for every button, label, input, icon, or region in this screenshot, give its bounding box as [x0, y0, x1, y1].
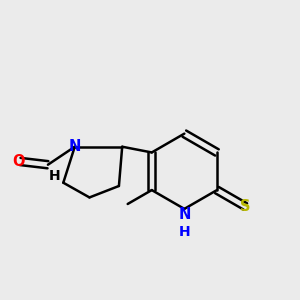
Text: N: N: [69, 139, 81, 154]
Text: N: N: [178, 207, 190, 222]
Text: S: S: [240, 199, 250, 214]
Text: H: H: [178, 225, 190, 238]
Text: H: H: [49, 169, 60, 183]
Text: O: O: [12, 154, 25, 169]
